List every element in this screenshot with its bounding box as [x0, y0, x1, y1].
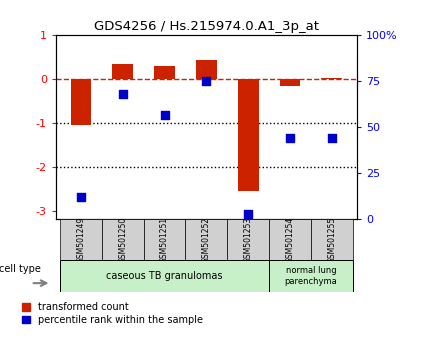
Bar: [71, 79, 92, 125]
Bar: [196, 59, 217, 79]
FancyBboxPatch shape: [269, 219, 311, 260]
FancyBboxPatch shape: [311, 219, 353, 260]
Bar: [280, 79, 301, 86]
Text: cell type: cell type: [0, 264, 40, 274]
Point: [286, 136, 293, 141]
Title: GDS4256 / Hs.215974.0.A1_3p_at: GDS4256 / Hs.215974.0.A1_3p_at: [94, 20, 319, 33]
FancyBboxPatch shape: [269, 260, 353, 292]
Bar: [238, 79, 259, 191]
Legend: transformed count, percentile rank within the sample: transformed count, percentile rank withi…: [22, 302, 203, 325]
Point: [77, 195, 84, 200]
Text: normal lung
parenchyma: normal lung parenchyma: [285, 267, 337, 286]
Point: [120, 91, 126, 97]
Text: GSM501253: GSM501253: [244, 217, 253, 263]
Text: caseous TB granulomas: caseous TB granulomas: [106, 271, 223, 281]
Text: GSM501251: GSM501251: [160, 217, 169, 263]
FancyBboxPatch shape: [144, 219, 185, 260]
FancyBboxPatch shape: [60, 260, 269, 292]
FancyBboxPatch shape: [60, 219, 102, 260]
Point: [161, 112, 168, 118]
Point: [245, 211, 252, 217]
Bar: [321, 78, 342, 79]
Text: GSM501249: GSM501249: [77, 217, 86, 263]
Bar: [154, 66, 175, 79]
Point: [203, 79, 210, 84]
Text: GSM501255: GSM501255: [327, 217, 336, 263]
Bar: [112, 64, 133, 79]
Text: GSM501250: GSM501250: [118, 217, 127, 263]
FancyBboxPatch shape: [185, 219, 227, 260]
FancyBboxPatch shape: [227, 219, 269, 260]
Text: GSM501252: GSM501252: [202, 217, 211, 263]
FancyBboxPatch shape: [102, 219, 144, 260]
Text: GSM501254: GSM501254: [286, 217, 295, 263]
Point: [329, 136, 335, 141]
